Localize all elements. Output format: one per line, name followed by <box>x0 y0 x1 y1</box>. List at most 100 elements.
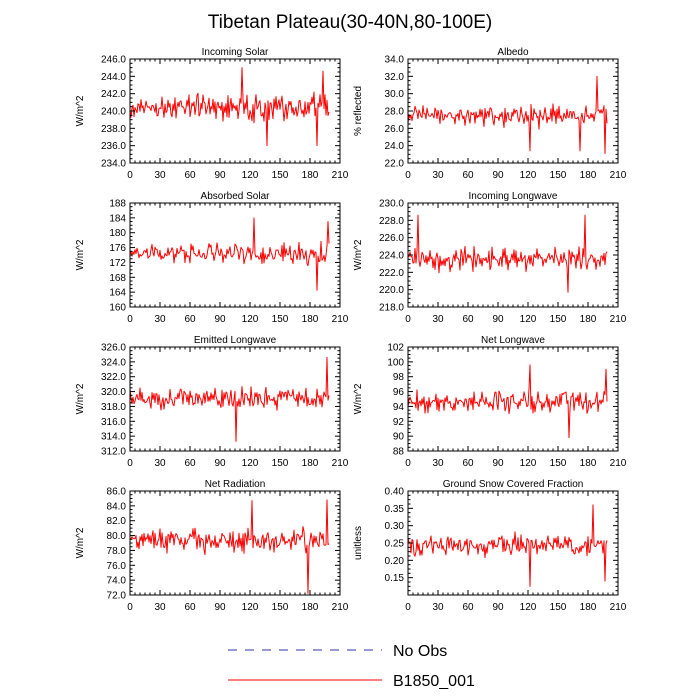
panel-grid: 0 30 60 90 120 150 180 210 234.0 236.0 238.0 240.0 2… <box>75 47 627 613</box>
x-tick-label: 90 <box>492 170 504 181</box>
panel-title: Ground Snow Covered Fraction <box>443 479 584 490</box>
y-axis-label: W/m^2 <box>353 383 364 414</box>
x-tick-label: 60 <box>184 314 196 325</box>
panel-title: Emitted Longwave <box>194 335 277 346</box>
x-tick-label: 180 <box>302 170 319 181</box>
y-tick-label: 228.0 <box>379 216 404 227</box>
x-tick-label: 90 <box>214 458 226 469</box>
y-tick-label: 312.0 <box>101 447 126 458</box>
y-tick-label: 320.0 <box>101 387 126 398</box>
x-tick-label: 90 <box>214 314 226 325</box>
y-axis-label: W/m^2 <box>75 527 86 558</box>
x-tick-label: 150 <box>272 170 289 181</box>
y-axis-label: W/m^2 <box>75 383 86 414</box>
x-tick-label: 210 <box>332 602 349 613</box>
figure-title: Tibetan Plateau(30-40N,80-100E) <box>208 12 492 33</box>
x-tick-label: 180 <box>580 170 597 181</box>
y-axis-label: % reflected <box>353 86 364 136</box>
y-tick-label: 242.0 <box>101 89 126 100</box>
y-tick-label: 230.0 <box>379 199 404 210</box>
x-tick-label: 30 <box>154 458 166 469</box>
x-tick-label: 30 <box>154 602 166 613</box>
y-tick-label: 84.0 <box>107 501 127 512</box>
y-tick-label: 238.0 <box>101 124 126 135</box>
y-tick-label: 0.25 <box>385 539 405 550</box>
y-tick-label: 80.0 <box>107 531 127 542</box>
series-line-b1850-001 <box>129 356 330 442</box>
y-tick-label: 168 <box>109 273 126 284</box>
x-tick-label: 90 <box>492 602 504 613</box>
panel-title: Incoming Solar <box>202 47 269 58</box>
x-tick-label: 210 <box>610 458 627 469</box>
x-tick-label: 150 <box>550 602 567 613</box>
chart-panel-absorbed-solar: 0 30 60 90 120 150 180 210 160 164 168 172 176 180 184… <box>75 191 349 325</box>
y-tick-label: 0.20 <box>385 556 405 567</box>
x-tick-label: 210 <box>610 314 627 325</box>
y-tick-label: 226.0 <box>379 233 404 244</box>
x-tick-label: 30 <box>432 170 444 181</box>
x-tick-label: 120 <box>520 602 537 613</box>
panel-title: Net Longwave <box>481 335 545 346</box>
x-tick-label: 90 <box>492 458 504 469</box>
y-tick-label: 240.0 <box>101 107 126 118</box>
y-tick-label: 246.0 <box>101 55 126 66</box>
x-tick-label: 120 <box>242 314 259 325</box>
y-tick-label: 82.0 <box>107 516 127 527</box>
y-tick-label: 86.0 <box>107 487 127 498</box>
legend-label-b1850-001: B1850_001 <box>393 673 475 690</box>
y-tick-label: 236.0 <box>101 141 126 152</box>
y-tick-label: 24.0 <box>385 141 405 152</box>
y-tick-label: 28.0 <box>385 107 405 118</box>
x-tick-label: 60 <box>462 602 474 613</box>
x-tick-label: 180 <box>302 602 319 613</box>
x-tick-label: 180 <box>302 458 319 469</box>
x-tick-label: 60 <box>184 458 196 469</box>
x-tick-label: 210 <box>610 602 627 613</box>
chart-panel-emitted-longwave: 0 30 60 90 120 150 180 210 312.0 314.0 316.0 318.0 3… <box>75 335 349 469</box>
y-tick-label: 184 <box>109 213 126 224</box>
y-tick-label: 172 <box>109 258 126 269</box>
x-tick-label: 150 <box>550 314 567 325</box>
plot-frame <box>129 202 341 308</box>
x-tick-label: 150 <box>272 602 289 613</box>
x-tick-label: 120 <box>242 170 259 181</box>
x-tick-label: 30 <box>154 170 166 181</box>
y-tick-label: 74.0 <box>107 576 127 587</box>
chart-panel-incoming-solar: 0 30 60 90 120 150 180 210 234.0 236.0 238.0 240.0 2… <box>75 47 349 181</box>
x-tick-label: 120 <box>242 458 259 469</box>
y-tick-label: 244.0 <box>101 72 126 83</box>
x-tick-label: 90 <box>214 602 226 613</box>
y-tick-label: 90 <box>393 432 405 443</box>
y-tick-label: 164 <box>109 288 126 299</box>
x-tick-label: 0 <box>127 314 133 325</box>
series-line-b1850-001 <box>407 364 608 439</box>
y-tick-label: 316.0 <box>101 417 126 428</box>
y-tick-label: 0.30 <box>385 521 405 532</box>
y-tick-label: 88 <box>393 447 405 458</box>
y-tick-label: 324.0 <box>101 357 126 368</box>
x-tick-label: 180 <box>580 458 597 469</box>
y-tick-label: 180 <box>109 228 126 239</box>
x-tick-label: 210 <box>332 314 349 325</box>
y-axis-label: W/m^2 <box>353 239 364 270</box>
x-tick-label: 150 <box>272 314 289 325</box>
y-tick-label: 22.0 <box>385 159 405 170</box>
y-tick-label: 0.15 <box>385 573 405 584</box>
y-tick-label: 314.0 <box>101 432 126 443</box>
y-tick-label: 0.40 <box>385 487 405 498</box>
y-tick-label: 76.0 <box>107 561 127 572</box>
x-tick-label: 60 <box>184 602 196 613</box>
y-tick-label: 326.0 <box>101 343 126 354</box>
y-axis-label: unitless <box>353 526 364 560</box>
x-tick-label: 150 <box>550 458 567 469</box>
chart-panel-net-longwave: 0 30 60 90 120 150 180 210 88 90 92 94 96 98 100 102 Net… <box>353 335 627 469</box>
y-tick-label: 98 <box>393 372 405 383</box>
series-line-b1850-001 <box>129 217 330 291</box>
x-tick-label: 0 <box>405 458 411 469</box>
y-tick-label: 72.0 <box>107 591 127 602</box>
x-tick-label: 90 <box>492 314 504 325</box>
y-tick-label: 220.0 <box>379 285 404 296</box>
x-tick-label: 210 <box>332 458 349 469</box>
y-axis-label: W/m^2 <box>75 239 86 270</box>
